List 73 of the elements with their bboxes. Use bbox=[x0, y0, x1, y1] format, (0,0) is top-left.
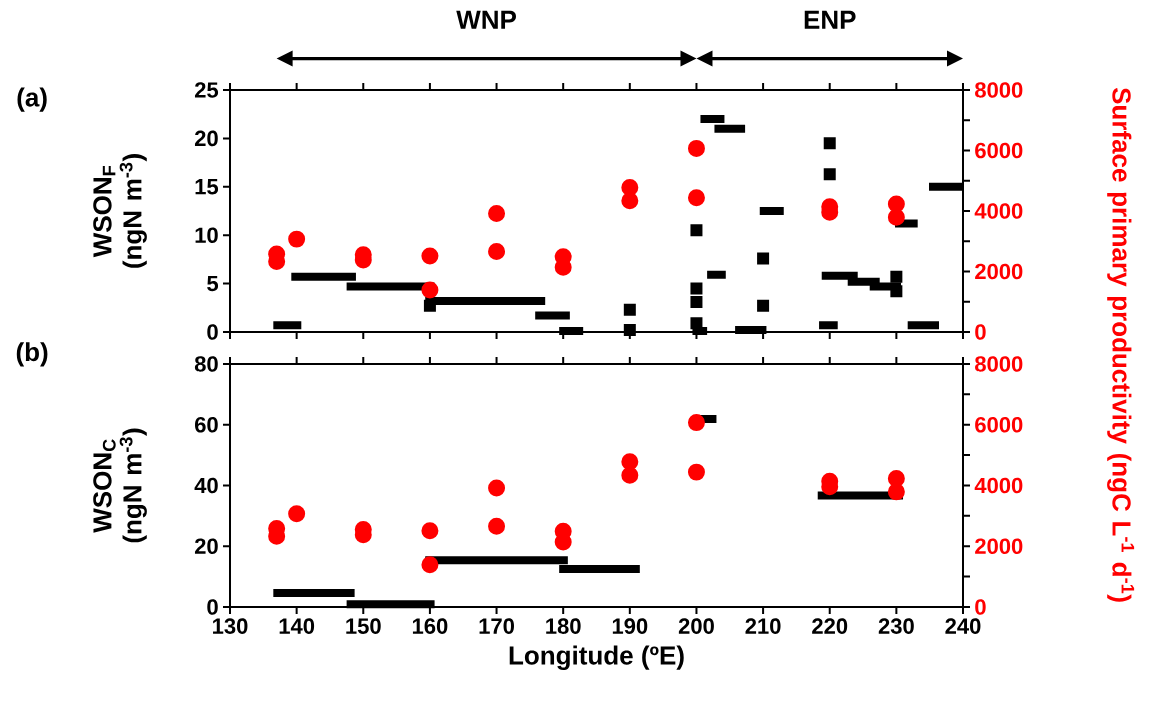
y2-axis-title: Surface primary productivity (ngC L$^{-1}$ d$^{-1}$) bbox=[1107, 87, 1135, 602]
point bbox=[421, 522, 439, 540]
point bbox=[887, 483, 905, 501]
y2-tick-label: 0 bbox=[975, 324, 986, 340]
y2-tick-label: 0 bbox=[975, 599, 986, 615]
point bbox=[690, 317, 703, 330]
point bbox=[690, 224, 703, 237]
point bbox=[687, 139, 705, 157]
text: WNP bbox=[456, 10, 516, 29]
point bbox=[890, 270, 903, 283]
point bbox=[757, 299, 770, 312]
chart-title: (a) bbox=[17, 87, 47, 112]
y-tick-label: 0 bbox=[207, 324, 218, 340]
y-tick-label: 20 bbox=[194, 130, 218, 147]
point bbox=[690, 295, 703, 308]
point bbox=[488, 517, 506, 535]
point bbox=[690, 282, 703, 295]
point bbox=[687, 414, 705, 432]
y-tick-label: 40 bbox=[194, 477, 218, 494]
point bbox=[823, 168, 836, 181]
y2-tick-label: 6000 bbox=[975, 416, 1023, 433]
y-tick-label: 0 bbox=[207, 599, 218, 615]
y2-tick-label: 8000 bbox=[975, 82, 1023, 98]
y2-tick-label: 2000 bbox=[975, 538, 1023, 555]
y-axis-title: WSON$_{C}$ (ngN m$^{-3}$) bbox=[93, 428, 147, 543]
point bbox=[687, 189, 705, 207]
point bbox=[623, 303, 636, 316]
text: ENP bbox=[804, 10, 856, 29]
x-tick-label: 210 bbox=[745, 618, 781, 634]
y-tick-label: 20 bbox=[194, 538, 218, 555]
point bbox=[887, 208, 905, 226]
y-tick-label: 15 bbox=[195, 179, 219, 195]
point bbox=[421, 247, 439, 265]
point bbox=[488, 479, 506, 497]
point bbox=[421, 281, 439, 299]
point bbox=[288, 505, 306, 523]
point bbox=[890, 285, 903, 298]
x-tick-label: 130 bbox=[213, 618, 248, 634]
point bbox=[423, 299, 436, 312]
x-axis-title: Longitude (ºE) bbox=[509, 645, 684, 670]
y2-tick-label: 2000 bbox=[975, 263, 1023, 280]
y2-tick-label: 4000 bbox=[974, 477, 1023, 494]
point bbox=[887, 470, 905, 487]
y-tick-label: 80 bbox=[194, 356, 218, 372]
point bbox=[623, 324, 636, 337]
y2-tick-label: 4000 bbox=[974, 203, 1023, 219]
y-tick-label: 5 bbox=[207, 275, 219, 292]
x-tick-label: 170 bbox=[479, 618, 514, 634]
y-axis-title: WSON$_{F}$ (ngN m$^{-3}$) bbox=[93, 154, 147, 268]
y-tick-label: 60 bbox=[195, 416, 218, 433]
point bbox=[757, 252, 770, 265]
y-tick-label: 10 bbox=[195, 227, 218, 243]
chart-title: (b) bbox=[16, 342, 48, 367]
y-tick-label: 25 bbox=[194, 82, 219, 98]
point bbox=[488, 204, 506, 222]
x-tick-label: 230 bbox=[878, 618, 914, 634]
y2-tick-label: 8000 bbox=[975, 356, 1023, 372]
x-tick-label: 140 bbox=[279, 618, 315, 634]
x-tick-label: 150 bbox=[346, 618, 381, 634]
x-tick-label: 160 bbox=[412, 618, 448, 634]
point bbox=[621, 466, 639, 484]
x-tick-label: 190 bbox=[612, 618, 648, 634]
x-tick-label: 240 bbox=[945, 618, 981, 634]
point bbox=[687, 463, 705, 481]
point bbox=[488, 243, 506, 261]
y2-tick-label: 6000 bbox=[975, 142, 1023, 159]
point bbox=[621, 192, 639, 210]
point bbox=[288, 230, 306, 248]
x-tick-label: 220 bbox=[812, 618, 848, 634]
point bbox=[823, 137, 836, 150]
x-tick-label: 180 bbox=[546, 618, 581, 634]
point bbox=[421, 556, 439, 574]
x-tick-label: 200 bbox=[678, 618, 714, 634]
